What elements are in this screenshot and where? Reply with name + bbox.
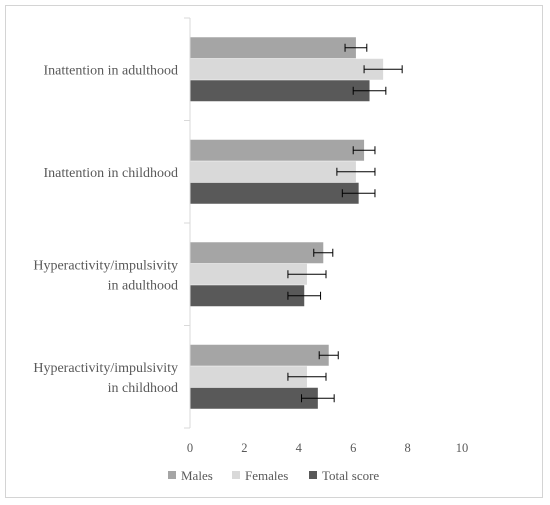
x-tick-label-8: 8 — [404, 441, 410, 455]
bar-females-1 — [190, 161, 356, 183]
error-bar-males-1 — [352, 146, 376, 155]
bar-females-0 — [190, 58, 384, 80]
category-label-3-0: Hyperactivity/impulsivity — [33, 361, 178, 376]
error-bar-females-2 — [287, 270, 327, 279]
error-bar-total-score-1 — [341, 189, 376, 198]
error-bar-males-2 — [313, 248, 334, 257]
legend-swatch-males — [168, 471, 176, 479]
legend-label-total-score: Total score — [322, 468, 379, 483]
category-label-2-0: Hyperactivity/impulsivity — [33, 258, 178, 273]
x-tick-label-0: 0 — [187, 441, 193, 455]
category-label-3-1: in childhood — [108, 381, 178, 396]
bar-males-1 — [190, 139, 365, 161]
error-bars-layer — [287, 43, 403, 403]
axis-layer: 0 2 4 6 8 10 — [184, 17, 469, 455]
x-tick-label-2: 2 — [241, 441, 247, 455]
category-label-2-1: in adulthood — [108, 278, 178, 293]
legend: Males Females Total score — [168, 468, 379, 483]
bar-total-score-3 — [190, 387, 318, 409]
bar-males-3 — [190, 344, 329, 366]
bar-females-3 — [190, 366, 307, 388]
error-bar-females-1 — [336, 167, 376, 176]
legend-label-females: Females — [245, 468, 288, 483]
bar-total-score-0 — [190, 80, 370, 102]
legend-swatch-total-score — [309, 471, 317, 479]
category-label-0-0: Inattention in adulthood — [43, 63, 178, 78]
x-tick-label-4: 4 — [296, 441, 303, 455]
error-bar-males-3 — [318, 351, 339, 360]
bar-total-score-2 — [190, 285, 305, 307]
error-bar-total-score-2 — [287, 291, 322, 300]
error-bar-total-score-3 — [301, 394, 335, 403]
x-tick-label-10: 10 — [456, 441, 469, 455]
bar-females-2 — [190, 263, 307, 285]
error-bar-females-3 — [287, 372, 327, 381]
legend-swatch-females — [232, 471, 240, 479]
error-bar-males-0 — [344, 43, 368, 52]
bar-males-0 — [190, 37, 356, 59]
error-bar-total-score-0 — [352, 86, 387, 95]
bars-layer — [190, 37, 384, 409]
x-tick-label-6: 6 — [350, 441, 356, 455]
bar-males-2 — [190, 242, 324, 264]
error-bar-females-0 — [363, 65, 403, 74]
legend-label-males: Males — [181, 468, 213, 483]
category-labels-layer: Inattention in adulthood Inattention in c… — [33, 63, 178, 396]
bar-total-score-1 — [190, 182, 359, 204]
category-label-1-0: Inattention in childhood — [43, 166, 178, 181]
